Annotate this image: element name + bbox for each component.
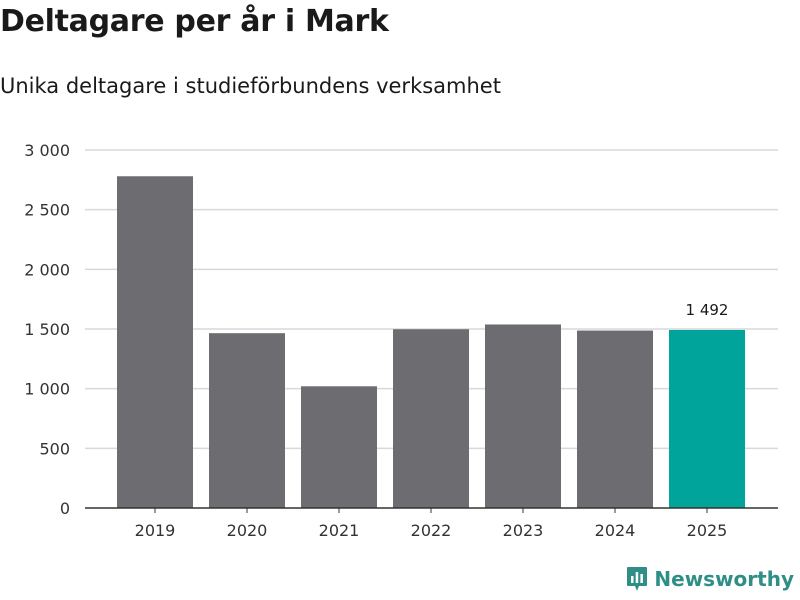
bar-2023 (485, 324, 561, 508)
y-axis-tick-labels: 0 500 1 000 1 500 2 000 2 500 3 000 (24, 141, 70, 518)
data-label: 1 492 (686, 301, 729, 319)
chart-title: Deltagare per år i Mark (0, 4, 389, 39)
bar-2021 (301, 386, 377, 508)
y-tick-label: 1 000 (24, 380, 70, 399)
x-tick-label: 2019 (135, 521, 176, 540)
bar-2022 (393, 329, 469, 508)
data-labels: 1 492 (686, 301, 729, 319)
chart-subtitle: Unika deltagare i studieförbundens verks… (0, 74, 501, 98)
x-tick-label: 2020 (227, 521, 268, 540)
x-tick-label: 2021 (319, 521, 360, 540)
y-tick-label: 2 500 (24, 201, 70, 220)
newsworthy-logo-icon (627, 567, 648, 591)
bar-2019 (117, 176, 193, 508)
bar-2024 (577, 330, 653, 508)
x-tick-label: 2022 (411, 521, 452, 540)
x-axis-tick-labels: 2019 2020 2021 2022 2023 2024 2025 (135, 521, 728, 540)
y-tick-label: 500 (39, 439, 70, 458)
x-tick-label: 2024 (595, 521, 636, 540)
y-tick-label: 2 000 (24, 260, 70, 279)
newsworthy-brand: Newsworthy (626, 566, 794, 592)
x-axis (85, 507, 778, 513)
bar-2020 (209, 333, 285, 508)
y-tick-label: 0 (60, 499, 70, 518)
bars (117, 176, 745, 508)
bar-2025 (669, 329, 745, 508)
y-tick-label: 1 500 (24, 320, 70, 339)
y-tick-label: 3 000 (24, 141, 70, 160)
x-tick-label: 2023 (503, 521, 544, 540)
x-tick-label: 2025 (687, 521, 728, 540)
brand-name: Newsworthy (654, 567, 794, 591)
